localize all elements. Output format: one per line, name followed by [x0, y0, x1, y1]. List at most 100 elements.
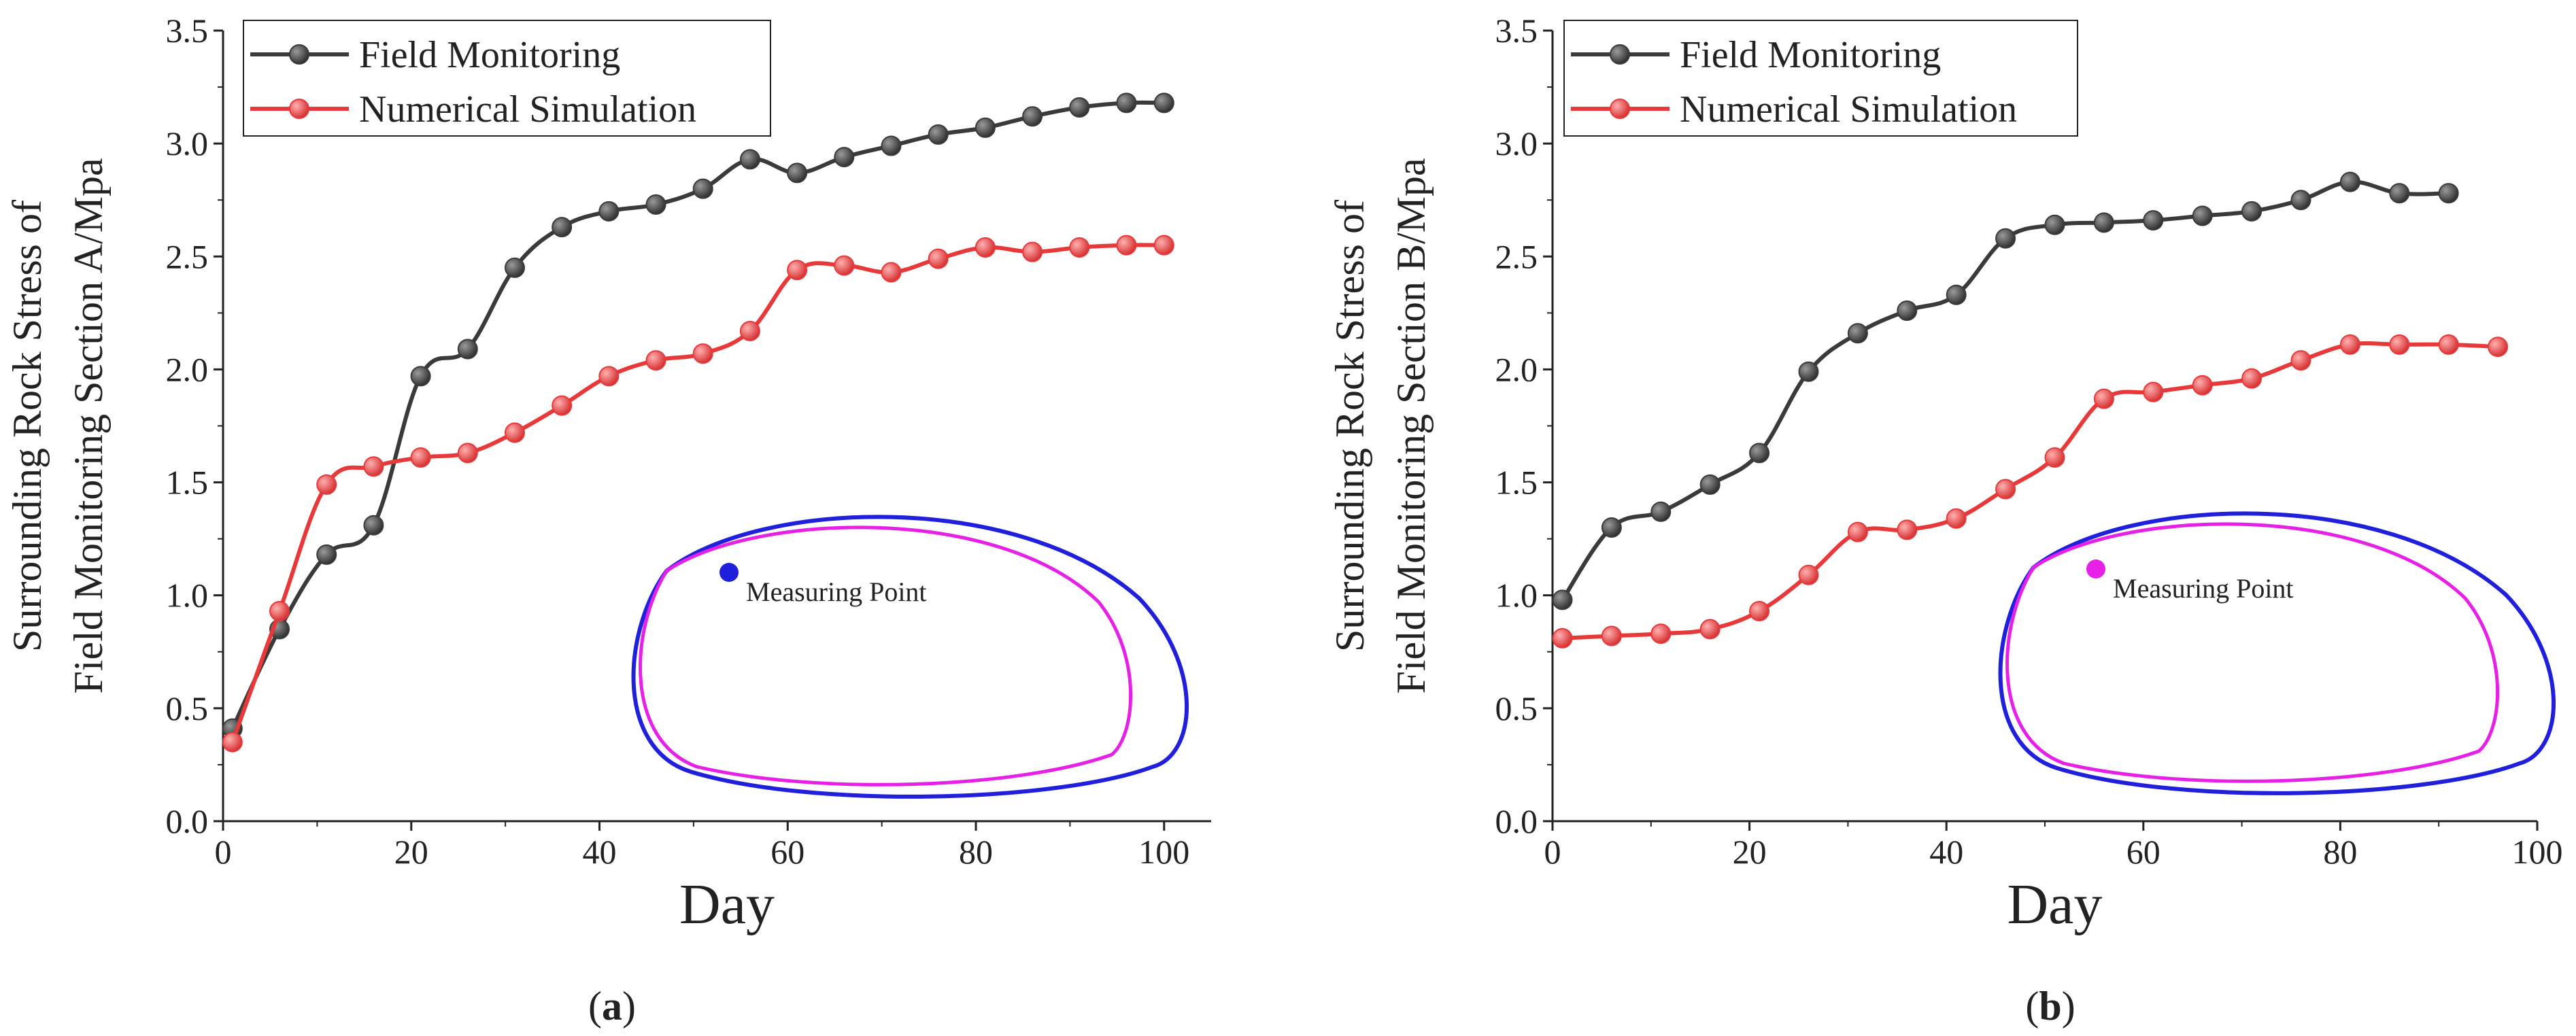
data-point [1069, 97, 1090, 118]
y-tick-label: 1.0 [166, 576, 209, 615]
data-point [2044, 214, 2065, 235]
data-point [834, 255, 855, 276]
tunnel-inner-boundary [639, 525, 1133, 787]
data-point [1601, 625, 1622, 646]
data-point [1847, 323, 1868, 344]
data-point [2389, 183, 2410, 204]
data-point [1946, 508, 1967, 529]
legend-swatch-marker [289, 44, 309, 65]
data-point [1116, 235, 1137, 256]
data-point [739, 320, 760, 341]
y-tick-label: 3.5 [166, 12, 209, 50]
x-tick-label: 0 [215, 833, 232, 871]
legend-label: Numerical Simulation [359, 88, 696, 131]
y-tick-label: 2.5 [1495, 237, 1538, 275]
legend-label: Field Monitoring [359, 34, 620, 76]
series-field-monitoring [1552, 171, 2459, 610]
data-point [2192, 375, 2213, 396]
x-tick-label: 20 [1733, 833, 1767, 871]
legend-swatch-marker [1610, 44, 1630, 65]
data-point [2339, 334, 2360, 355]
data-point [363, 515, 384, 536]
data-point [2389, 334, 2410, 355]
data-point [410, 447, 431, 468]
y-tick-label: 3.5 [1495, 12, 1538, 50]
panel-caption: (b) [2025, 984, 2075, 1029]
legend-box [243, 20, 771, 137]
y-axis-title-line1: Surrounding Rock Stress of [1327, 200, 1372, 652]
series-field-monitoring [222, 92, 1174, 739]
data-point [2044, 447, 2065, 468]
tunnel-outer-boundary [631, 515, 1189, 799]
data-point [2143, 210, 2164, 231]
legend: Field Monitoring Numerical Simulation [1563, 20, 2078, 137]
data-point [1022, 241, 1043, 262]
data-point [975, 117, 996, 138]
data-point [2438, 183, 2459, 204]
data-point [645, 350, 666, 371]
x-tick-label: 80 [959, 833, 993, 871]
measuring-point-label: Measuring Point [2113, 573, 2294, 604]
data-point [457, 339, 478, 360]
data-point [2093, 212, 2114, 233]
data-point [881, 262, 902, 283]
series-numerical-simulation [1552, 334, 2509, 649]
data-point [2143, 381, 2164, 402]
legend-box [1563, 20, 2078, 137]
data-point [1995, 228, 2016, 249]
measuring-point-marker [2086, 559, 2105, 579]
data-point [316, 544, 337, 565]
data-point [1650, 501, 1672, 522]
data-point [1153, 235, 1174, 256]
x-axis-title: Day [2007, 873, 2103, 936]
measuring-point-label: Measuring Point [746, 576, 927, 607]
x-axis-title: Day [679, 873, 775, 936]
data-point [363, 456, 384, 477]
data-point [645, 194, 666, 215]
y-tick-label: 3.0 [166, 124, 209, 162]
y-axis-title-line1: Surrounding Rock Stress of [5, 200, 50, 652]
data-point [1153, 92, 1174, 114]
data-point [1699, 619, 1721, 640]
y-tick-label: 2.0 [1495, 350, 1538, 388]
data-point [1897, 300, 1918, 322]
data-point [504, 422, 525, 443]
y-tick-label: 0.5 [166, 689, 209, 727]
data-point [1650, 623, 1672, 644]
data-point [598, 201, 620, 222]
data-point [787, 162, 808, 184]
x-tick-label: 40 [583, 833, 617, 871]
data-point [1069, 237, 1090, 258]
data-point [1897, 519, 1918, 540]
y-tick-label: 1.0 [1495, 576, 1538, 615]
data-point [2488, 336, 2509, 358]
data-point [1601, 517, 1622, 538]
tunnel-inner-boundary [2005, 522, 2500, 783]
x-tick-label: 60 [770, 833, 804, 871]
data-point [787, 260, 808, 281]
x-tick-label: 100 [2512, 833, 2563, 871]
series-line [1562, 341, 2498, 640]
tunnel-inset: Measuring Point [631, 515, 1189, 799]
data-point [1847, 521, 1868, 542]
data-point [739, 149, 760, 170]
data-point [2241, 201, 2263, 222]
panel-caption: (a) [588, 984, 636, 1029]
data-point [1749, 600, 1770, 621]
data-point [834, 147, 855, 168]
tunnel-outer-boundary [1998, 511, 2556, 795]
data-point [928, 124, 949, 145]
legend: Field Monitoring Numerical Simulation [243, 20, 771, 137]
y-tick-label: 3.0 [1495, 124, 1538, 162]
data-point [1995, 479, 2016, 500]
data-point [692, 343, 713, 364]
data-point [928, 248, 949, 269]
measuring-point-marker [719, 563, 739, 582]
data-point [1699, 474, 1721, 495]
data-point [598, 366, 620, 387]
data-point [2290, 350, 2311, 371]
data-point [1946, 284, 1967, 305]
data-point [504, 257, 525, 278]
x-tick-label: 80 [2323, 833, 2357, 871]
